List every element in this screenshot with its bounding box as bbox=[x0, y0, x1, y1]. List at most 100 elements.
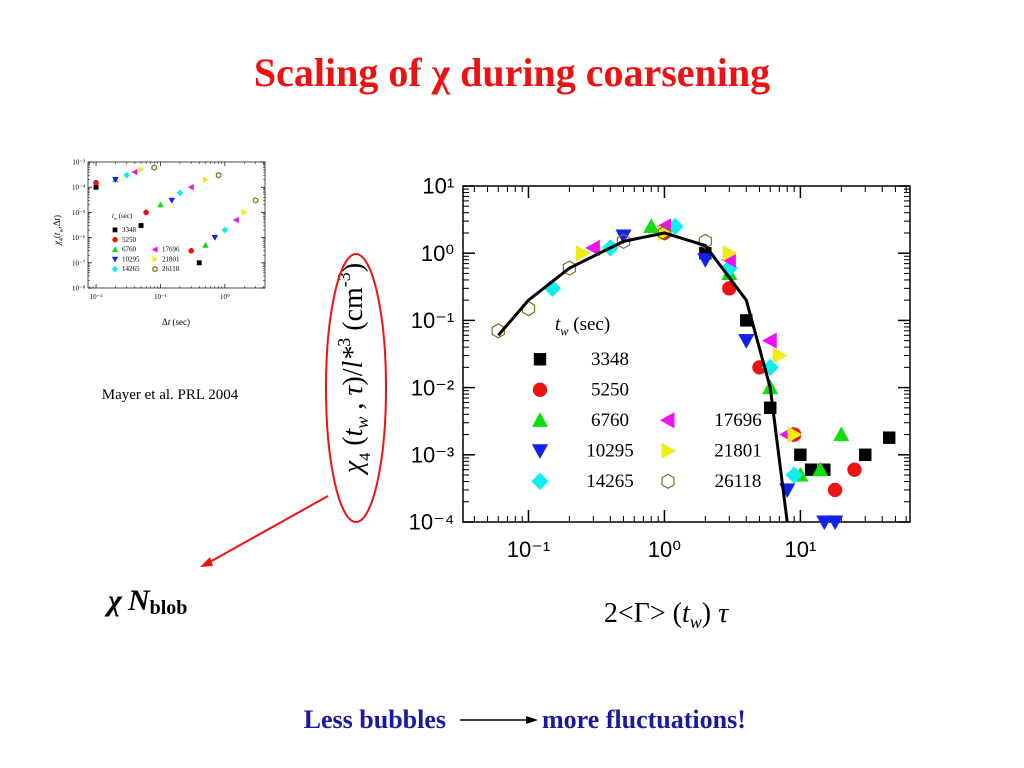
label-part: t bbox=[168, 317, 171, 327]
legend-label: 3348 bbox=[591, 349, 629, 370]
data-point bbox=[131, 168, 138, 176]
y-tick-label: 10⁻³ bbox=[72, 158, 85, 166]
label-part: 4 bbox=[59, 238, 65, 241]
data-point bbox=[859, 448, 872, 462]
label-part: w bbox=[352, 417, 372, 429]
data-point bbox=[738, 334, 755, 349]
plot-frame bbox=[87, 161, 266, 289]
y-tick-label: 10⁻⁴ bbox=[72, 184, 86, 192]
label-part: w bbox=[690, 612, 702, 632]
data-point bbox=[772, 347, 788, 364]
label-part: )/ bbox=[338, 368, 369, 385]
legend-label: 6760 bbox=[591, 410, 629, 431]
label-part: (cm bbox=[338, 287, 369, 338]
legend-title: tw (sec) bbox=[112, 212, 133, 221]
data-point bbox=[576, 245, 591, 262]
legend-label: 14265 bbox=[586, 471, 634, 492]
y-tick-label: 10⁰ bbox=[421, 241, 454, 266]
y-tick-label: 10⁻⁴ bbox=[409, 510, 455, 535]
slide-title: Scaling of χ during coarsening bbox=[254, 50, 770, 95]
legend-marker bbox=[531, 444, 549, 460]
legend-label: 3348 bbox=[122, 226, 137, 234]
label-part: 3 bbox=[334, 338, 354, 347]
legend-marker bbox=[112, 236, 118, 243]
annotation-part: N bbox=[127, 584, 151, 617]
label-part: ( bbox=[338, 436, 369, 452]
data-point bbox=[794, 448, 807, 462]
y-tick-label: 10⁻⁸ bbox=[72, 284, 86, 292]
x-tick-label: 10⁻¹ bbox=[507, 537, 550, 562]
y-axis-label: χ4 (tw , τ)/l*3 (cm-3) bbox=[334, 263, 374, 476]
plot-frame bbox=[462, 185, 911, 523]
legend-title-part: (sec) bbox=[117, 212, 133, 220]
label-part: 2<Γ> ( bbox=[604, 598, 682, 629]
y-tick-label: 10⁻³ bbox=[411, 443, 454, 468]
data-point bbox=[138, 223, 144, 229]
data-point bbox=[698, 233, 713, 250]
data-point bbox=[787, 426, 803, 443]
label-part: t bbox=[52, 232, 62, 235]
label-part: (sec) bbox=[170, 317, 190, 327]
data-point bbox=[157, 201, 164, 208]
legend-marker bbox=[111, 265, 119, 273]
data-point bbox=[202, 176, 209, 183]
data-point bbox=[138, 166, 145, 173]
data-point bbox=[151, 164, 158, 171]
data-point bbox=[762, 332, 777, 349]
x-tick-label: 10⁰ bbox=[220, 293, 230, 301]
legend-marker bbox=[659, 412, 675, 429]
data-point bbox=[123, 171, 131, 179]
data-point bbox=[826, 515, 844, 531]
legend-marker bbox=[661, 473, 675, 489]
data-point bbox=[657, 225, 672, 241]
data-point bbox=[93, 184, 99, 190]
x-tick-label: 10¹ bbox=[784, 537, 816, 562]
footer-left: Less bubbles bbox=[304, 705, 446, 734]
legend-label: 17696 bbox=[714, 410, 762, 431]
legend-label: 5250 bbox=[591, 380, 629, 401]
legend-label: 21801 bbox=[162, 255, 180, 263]
legend-label: 26118 bbox=[715, 471, 762, 492]
inset-x-axis-label: Δt (sec) bbox=[162, 317, 190, 327]
legend-marker bbox=[661, 442, 677, 459]
legend-marker bbox=[531, 412, 549, 427]
label-part: ) bbox=[52, 215, 62, 218]
data-point bbox=[202, 241, 209, 248]
legend-title-part: t bbox=[555, 314, 561, 335]
legend-label: 10295 bbox=[586, 441, 634, 462]
y-tick-label: 10⁻⁶ bbox=[72, 234, 86, 242]
y-tick-label: 10⁻⁷ bbox=[72, 259, 86, 267]
data-point bbox=[764, 401, 777, 415]
legend-label: 5250 bbox=[122, 236, 137, 244]
data-point bbox=[93, 179, 99, 186]
label-part: w bbox=[59, 229, 65, 233]
data-point bbox=[616, 233, 631, 250]
data-point bbox=[785, 466, 803, 484]
inset-y-axis-label: χ4(tw,Δt) bbox=[52, 215, 65, 246]
data-point bbox=[211, 235, 219, 241]
arrow-head bbox=[200, 557, 213, 567]
label-part: χ bbox=[52, 240, 62, 246]
legend-title-part: w bbox=[560, 325, 569, 339]
legend-marker bbox=[531, 472, 549, 491]
legend-marker bbox=[111, 256, 119, 263]
data-point bbox=[697, 253, 714, 268]
label-part: τ bbox=[718, 598, 729, 629]
label-part: t bbox=[682, 598, 691, 629]
x-tick-label: 10⁻² bbox=[90, 293, 103, 301]
legend-label: 6760 bbox=[122, 246, 137, 254]
label-part: 4 bbox=[357, 453, 374, 461]
x-tick-label: 10⁰ bbox=[648, 537, 681, 562]
label-part: ) bbox=[338, 263, 369, 272]
data-point bbox=[883, 431, 896, 444]
y-tick-label: 10⁻¹ bbox=[411, 308, 454, 333]
legend-label: 17696 bbox=[162, 246, 180, 254]
x-axis-label: 2<Γ> (tw) τ bbox=[604, 598, 729, 632]
data-point bbox=[232, 216, 239, 224]
label-part: l* bbox=[338, 347, 369, 369]
data-point bbox=[168, 197, 176, 204]
label-part: , bbox=[338, 396, 369, 417]
data-point bbox=[221, 226, 229, 234]
arrow-head bbox=[526, 716, 538, 724]
label-part: Δ bbox=[162, 317, 168, 327]
